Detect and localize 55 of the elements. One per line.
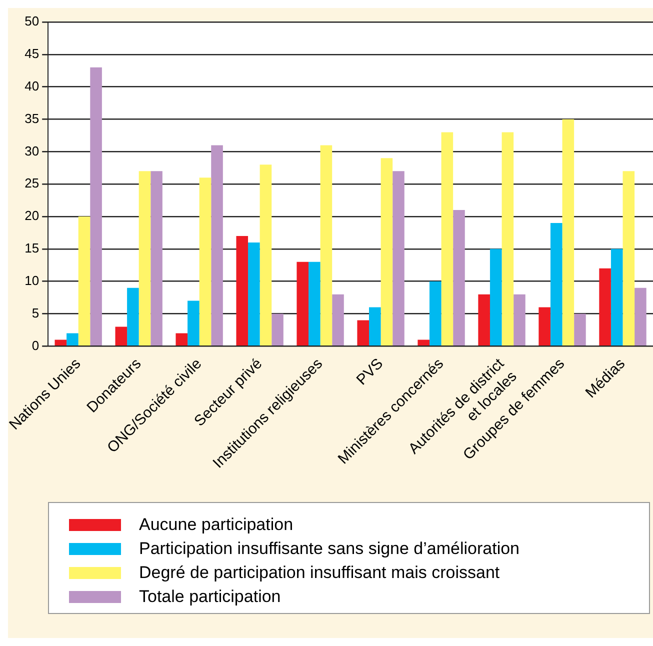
bar: [138, 171, 151, 346]
y-tick-label: 5: [32, 305, 40, 320]
bar: [248, 242, 260, 346]
y-tick-label: 30: [24, 143, 40, 158]
legend-label: Degré de participation insuffisant mais croissant: [139, 563, 500, 583]
y-tick-label: 35: [24, 110, 40, 126]
y-tick-label: 25: [24, 176, 40, 191]
bar: [429, 281, 442, 346]
legend-label: Totale participation: [139, 587, 281, 607]
bar: [150, 171, 162, 346]
bar: [550, 223, 562, 346]
bar: [392, 171, 404, 346]
bar: [211, 145, 223, 346]
bar: [380, 158, 393, 346]
bar: [538, 307, 550, 346]
bar: [296, 262, 309, 346]
bar: [490, 248, 502, 346]
bar: [418, 340, 430, 346]
bar: [236, 236, 248, 346]
bar: [357, 320, 369, 346]
y-tick-label: 0: [32, 338, 40, 353]
bar: [90, 67, 102, 346]
bar: [115, 326, 128, 346]
bar: [176, 333, 188, 346]
bar: [260, 164, 272, 346]
bar: [320, 145, 332, 346]
bar: [441, 132, 454, 346]
bar: [272, 314, 284, 346]
legend-label: Aucune participation: [139, 515, 294, 535]
bar: [369, 307, 381, 346]
bar: [622, 171, 635, 346]
y-tick-label: 45: [24, 46, 40, 61]
legend-label: Participation insuffisante sans signe d’amélioration: [139, 539, 520, 559]
bar: [54, 340, 67, 346]
bar: [634, 288, 646, 346]
y-tick-label: 40: [24, 78, 40, 94]
bar: [332, 294, 344, 346]
bar: [127, 288, 139, 346]
bar: [562, 119, 574, 346]
bar: [514, 294, 526, 346]
bar: [199, 178, 212, 346]
bar: [610, 248, 623, 346]
y-tick-label: 50: [24, 14, 40, 29]
y-tick-label: 10: [24, 272, 40, 288]
bar: [599, 268, 611, 346]
y-tick-label: 20: [24, 208, 40, 224]
bar: [66, 333, 78, 346]
bar: [78, 216, 90, 346]
bar: [453, 210, 465, 346]
bar: [308, 262, 320, 346]
bar: [574, 314, 586, 346]
bar: [502, 132, 514, 346]
bar: [188, 300, 200, 346]
y-tick-label: 15: [24, 240, 40, 256]
bar: [478, 294, 490, 346]
